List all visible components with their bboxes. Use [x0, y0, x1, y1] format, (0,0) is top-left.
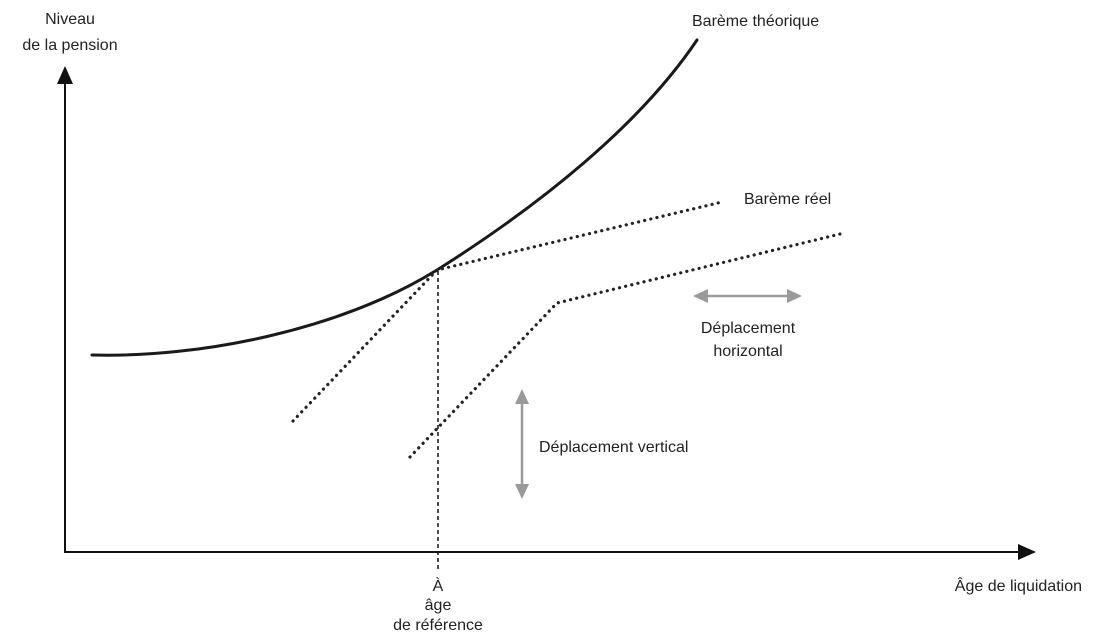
real-schedule-line [291, 200, 724, 423]
vertical-shift-arrow [515, 389, 529, 499]
horizontal-shift-arrow [693, 289, 802, 303]
horizontal-shift-label-line1: Déplacement [701, 320, 796, 337]
reference-age-label-line2: âge [425, 597, 452, 614]
y-axis-arrowhead [57, 66, 73, 84]
vertical-shift-label: Déplacement vertical [539, 439, 688, 456]
reference-age-label-line3: de référence [393, 617, 483, 634]
x-axis-arrowhead [1018, 544, 1036, 560]
x-axis-label: Âge de liquidation [955, 576, 1082, 595]
shifted-schedule-line [408, 232, 842, 459]
theoretical-schedule-curve [90, 38, 699, 357]
real-schedule-label: Barème réel [744, 191, 831, 208]
y-axis-label-line2: de la pension [22, 37, 117, 54]
horizontal-shift-label-line2: horizontal [713, 343, 782, 360]
y-axis-label-line1: Niveau [45, 11, 95, 28]
reference-age-label-line1: À [433, 576, 444, 595]
theoretical-schedule-label: Barème théorique [692, 13, 819, 30]
